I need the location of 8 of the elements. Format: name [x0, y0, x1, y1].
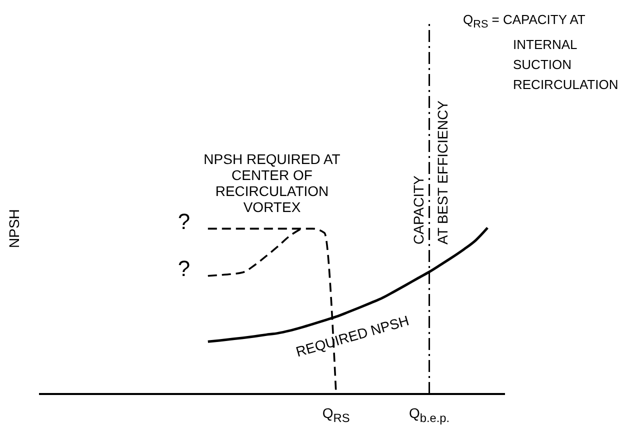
text: Q$_{RS}$ = CAPACITY AT INTERNAL SUCTION RECIRCULATION — [463, 11, 620, 94]
x-tick-label: Q$_{RS}$ — [322, 405, 350, 425]
y-axis-title: NPSH — [6, 208, 22, 248]
annotation: ? — [178, 256, 190, 282]
x-tick-label: Q$_{b.e.p.}$ — [408, 405, 450, 425]
ref-line-label: CAPACITY AT BEST EFFICIENCY — [410, 100, 450, 244]
series-label: NPSH REQUIRED AT CENTER OF RECIRCULATION VORTEX — [202, 150, 342, 215]
annotation: ? — [178, 208, 190, 235]
